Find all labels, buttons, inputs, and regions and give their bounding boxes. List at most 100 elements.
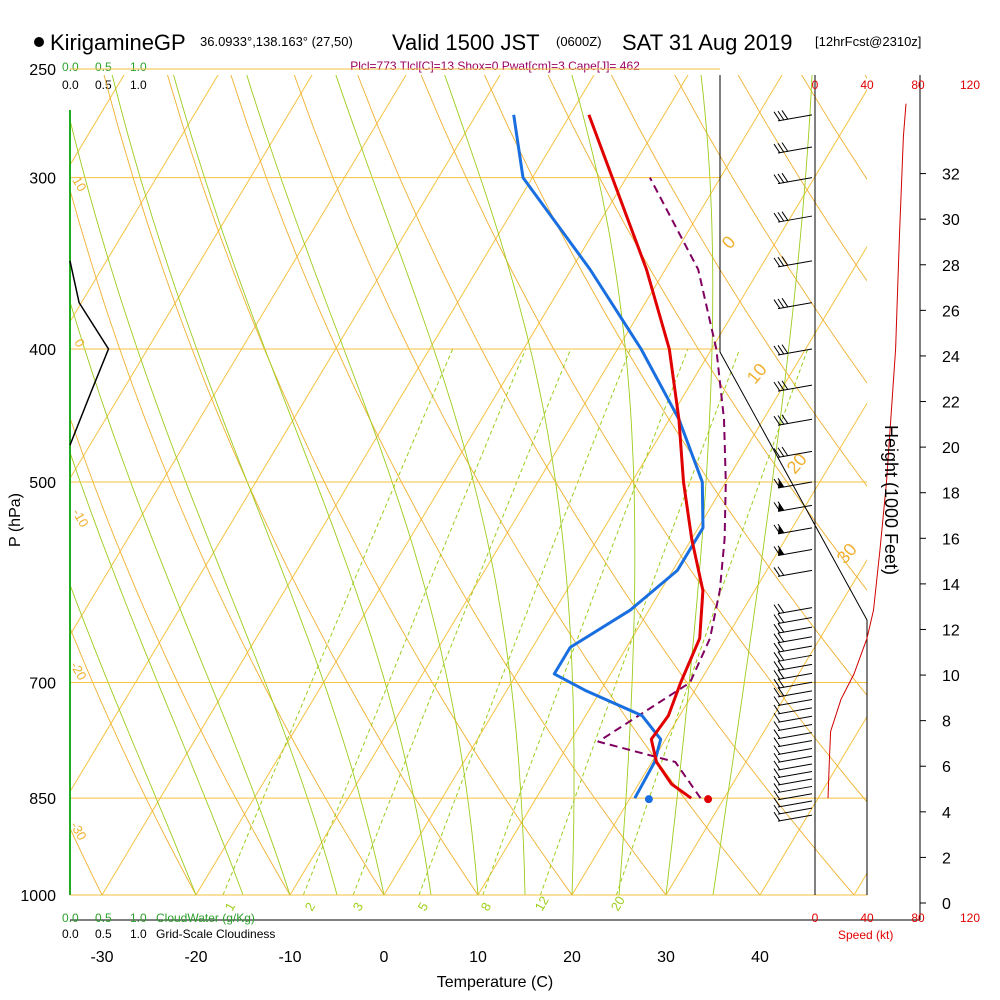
pressure-ticks: 250 300 400 500 700 850 1000 (20, 62, 56, 905)
wind-barb-flag (781, 344, 789, 354)
pressure-tick-label: 400 (29, 342, 56, 359)
isotherm-label: 30 (833, 539, 861, 567)
moist-adiabat-line (665, 75, 714, 895)
isotherm-line (70, 75, 219, 323)
stability-indices: Plcl=773 Tlcl[C]=13 Shox=0 Pwat[cm]=3 Ca… (350, 59, 640, 73)
pressure-tick-label: 500 (29, 475, 56, 492)
sounding-profiles (512, 114, 727, 804)
wind-barb (773, 414, 813, 426)
cloudiness-profile (69, 260, 110, 446)
svg-text:0.5: 0.5 (95, 60, 112, 74)
height-tick-label: 18 (942, 486, 960, 503)
wind-barb-flag (777, 345, 785, 355)
wind-barb-flag (777, 143, 785, 153)
pressure-tick-label: 250 (29, 62, 56, 79)
wind-barb (773, 613, 813, 624)
wind-barb-flag (773, 604, 781, 614)
wind-barb-staff (777, 723, 813, 731)
wind-barb (773, 775, 813, 786)
mixing-ratio-line (222, 348, 454, 895)
wind-barb-flag (773, 567, 781, 577)
wind-barb-flag (773, 687, 781, 698)
temperature-tick-label: 40 (751, 949, 769, 966)
wind-barb-staff (777, 260, 813, 268)
wind-barb-flag (781, 110, 789, 120)
wind-barb-flag (773, 345, 781, 356)
wind-barb (773, 297, 813, 310)
wind-barb-staff (777, 707, 813, 715)
wind-barb-flag (773, 212, 781, 223)
mixing-ratio-label: 2 (302, 900, 319, 914)
wind-barb-flag (777, 212, 785, 222)
isotherm-line (759, 715, 867, 895)
wind-barb-flag (773, 712, 781, 723)
moist-adiabat-line (70, 300, 291, 895)
wind-barb-flag (773, 448, 781, 458)
wind-barb-flag (777, 173, 785, 184)
wind-barb-flag (781, 256, 789, 266)
wind-barb-staff (777, 636, 813, 644)
moist-adiabat-line (111, 75, 385, 895)
wind-barb-flag (773, 745, 781, 755)
wind-barb-flag (777, 613, 785, 624)
wind-barb-staff (777, 626, 813, 634)
svg-text:CloudWater (g/Kg): CloudWater (g/Kg) (156, 911, 255, 925)
wind-barb-staff (777, 663, 813, 671)
speed-tick-label-top: 0 (812, 78, 819, 92)
wind-barb (773, 686, 813, 698)
wind-barb-flag (773, 696, 781, 706)
wind-barb-staff (777, 755, 813, 763)
wind-barb-flag (777, 110, 785, 121)
wind-barb (773, 752, 813, 763)
wind-barb-flag (773, 790, 781, 801)
wind-barb (773, 172, 813, 185)
wind-barb-staff (777, 616, 813, 624)
height-tick-label: 30 (942, 212, 960, 229)
wind-barb-staff (777, 698, 813, 706)
dry-adiabat-line (70, 416, 291, 895)
pressure-tick-label: 1000 (20, 888, 56, 905)
wind-barb-flag (777, 660, 785, 670)
wind-barb-flag (773, 633, 781, 643)
moist-adiabat-line (712, 75, 813, 895)
wind-barb-flag (773, 783, 781, 793)
wind-barb-flag (777, 651, 785, 661)
wind-barb (773, 501, 813, 512)
wind-barb (773, 797, 813, 808)
wind-barb-staff (777, 607, 813, 615)
height-tick-label: 2 (942, 850, 951, 867)
wind-barbs (773, 110, 813, 822)
wind-barb-flag (781, 142, 789, 152)
mixing-ratio-label: 12 (532, 893, 552, 913)
dry-adiabat-line (167, 75, 573, 895)
wind-barb (773, 142, 813, 154)
dry-adiabat-label: 0 (71, 336, 88, 350)
dry-adiabat-line (293, 75, 761, 895)
wind-barb-pennant (778, 478, 784, 488)
dry-adiabat-line (610, 75, 867, 487)
wind-barb-staff (777, 778, 813, 786)
wind-barb-staff (777, 807, 813, 815)
wind-barb-flag (777, 669, 785, 679)
wind-barb-flag (777, 678, 785, 688)
svg-text:0.0: 0.0 (62, 911, 79, 925)
wind-barb-staff (777, 690, 813, 698)
wind-barb-flag (773, 174, 781, 184)
wind-barb-staff (777, 793, 813, 801)
wind-barb (773, 603, 813, 615)
moist-adiabat-line (173, 75, 432, 895)
valid-time: Valid 1500 JST (392, 30, 540, 55)
wind-barb-flag (781, 297, 789, 308)
wind-barb (773, 545, 813, 557)
wind-barb-flag (773, 670, 781, 680)
wind-barb (773, 651, 813, 662)
wind-barb (773, 642, 813, 653)
wind-barb (773, 678, 813, 689)
temperature-ticks: -30 -20 -10 0 10 20 30 40 (90, 949, 769, 966)
temperature-tick-label: -10 (278, 949, 301, 966)
wind-barb (773, 790, 813, 801)
pressure-tick-label: 700 (29, 675, 56, 692)
dry-adiabat-line (547, 75, 867, 591)
wind-barb-flag (773, 797, 781, 808)
